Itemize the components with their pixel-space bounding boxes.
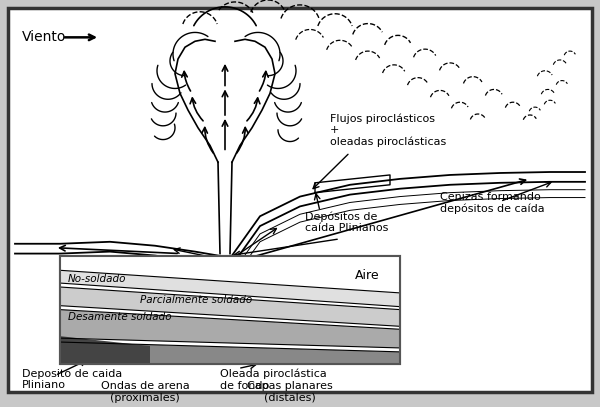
- Text: Desamente soldado: Desamente soldado: [68, 313, 172, 322]
- Text: Ondas de arena
(proximales): Ondas de arena (proximales): [101, 381, 190, 403]
- Text: Aire: Aire: [355, 269, 380, 282]
- Polygon shape: [60, 310, 400, 348]
- FancyBboxPatch shape: [8, 8, 592, 392]
- Polygon shape: [60, 336, 150, 364]
- Text: Parcialmente soldado: Parcialmente soldado: [140, 295, 252, 305]
- Text: Viento: Viento: [22, 31, 67, 44]
- Text: Depósitos de
caída Plinianos: Depósitos de caída Plinianos: [305, 211, 388, 234]
- Text: Brechas de
acumulación: Brechas de acumulación: [194, 273, 266, 295]
- Polygon shape: [60, 306, 400, 329]
- Polygon shape: [60, 342, 400, 364]
- Polygon shape: [60, 270, 400, 306]
- Text: Cenizas formando
depósitos de caída: Cenizas formando depósitos de caída: [440, 192, 545, 214]
- Text: Flujos piroclásticos
+
oleadas piroclásticas: Flujos piroclásticos + oleadas piroclást…: [330, 113, 446, 147]
- Text: Capas planares
(distales): Capas planares (distales): [247, 381, 333, 403]
- Text: No-soldado: No-soldado: [68, 274, 127, 284]
- Polygon shape: [60, 287, 400, 326]
- Polygon shape: [60, 338, 400, 352]
- FancyBboxPatch shape: [60, 256, 400, 364]
- Text: Deposito de caida
Pliniano: Deposito de caida Pliniano: [22, 369, 122, 390]
- Polygon shape: [60, 283, 400, 310]
- Polygon shape: [60, 256, 400, 293]
- Text: Oleada piroclástica
de fondo: Oleada piroclástica de fondo: [220, 369, 327, 391]
